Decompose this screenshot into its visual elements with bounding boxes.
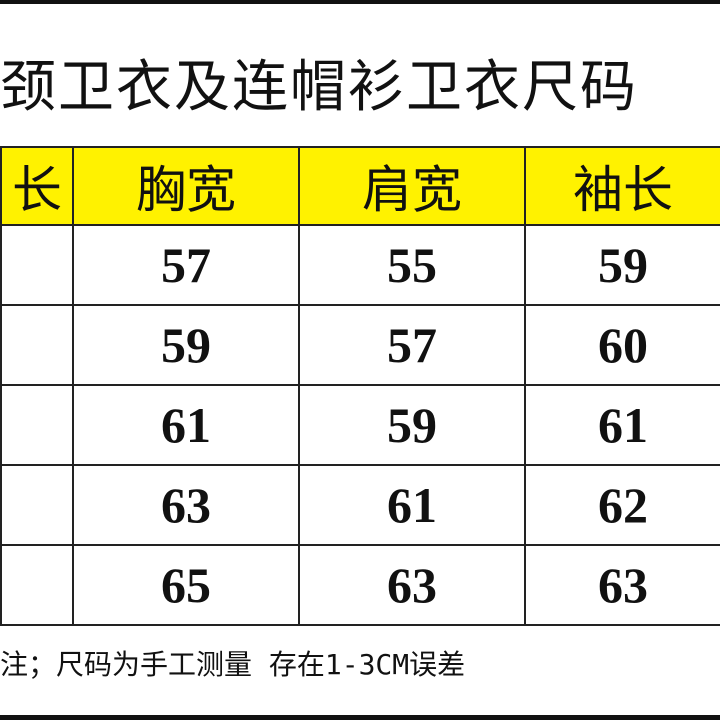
table-cell: 60 — [524, 304, 720, 386]
header-length: 长 — [0, 146, 74, 226]
table-cell — [0, 464, 74, 546]
table-cell: 59 — [298, 384, 526, 466]
table-cell: 62 — [524, 464, 720, 546]
bottom-border — [0, 715, 720, 720]
table-cell — [0, 304, 74, 386]
table-cell: 61 — [524, 384, 720, 466]
table-cell — [0, 384, 74, 466]
chart-title: 颈卫衣及连帽衫卫衣尺码 — [0, 55, 638, 120]
table-cell: 57 — [298, 304, 526, 386]
table-row: 61 59 61 — [0, 384, 720, 466]
table-row: 65 63 63 — [0, 544, 720, 626]
table-cell: 61 — [72, 384, 300, 466]
table-cell: 63 — [298, 544, 526, 626]
header-chest-width: 胸宽 — [72, 146, 300, 226]
top-border — [0, 0, 720, 4]
header-row: 长 胸宽 肩宽 袖长 — [0, 146, 720, 226]
table-row: 57 55 59 — [0, 224, 720, 306]
table-cell — [0, 224, 74, 306]
measurement-note: 注；尺码为手工测量 存在1-3CM误差 — [0, 648, 466, 681]
table-cell: 61 — [298, 464, 526, 546]
table-cell: 65 — [72, 544, 300, 626]
table-cell: 59 — [524, 224, 720, 306]
table-cell: 59 — [72, 304, 300, 386]
table-cell: 57 — [72, 224, 300, 306]
table-cell: 55 — [298, 224, 526, 306]
table-row: 63 61 62 — [0, 464, 720, 546]
table-cell: 63 — [524, 544, 720, 626]
header-shoulder-width: 肩宽 — [298, 146, 526, 226]
table-cell: 63 — [72, 464, 300, 546]
size-table: 长 胸宽 肩宽 袖长 57 55 59 59 57 60 61 59 61 63 61 62 65 63 6… — [0, 146, 720, 626]
table-row: 59 57 60 — [0, 304, 720, 386]
table-cell — [0, 544, 74, 626]
header-sleeve-length: 袖长 — [524, 146, 720, 226]
